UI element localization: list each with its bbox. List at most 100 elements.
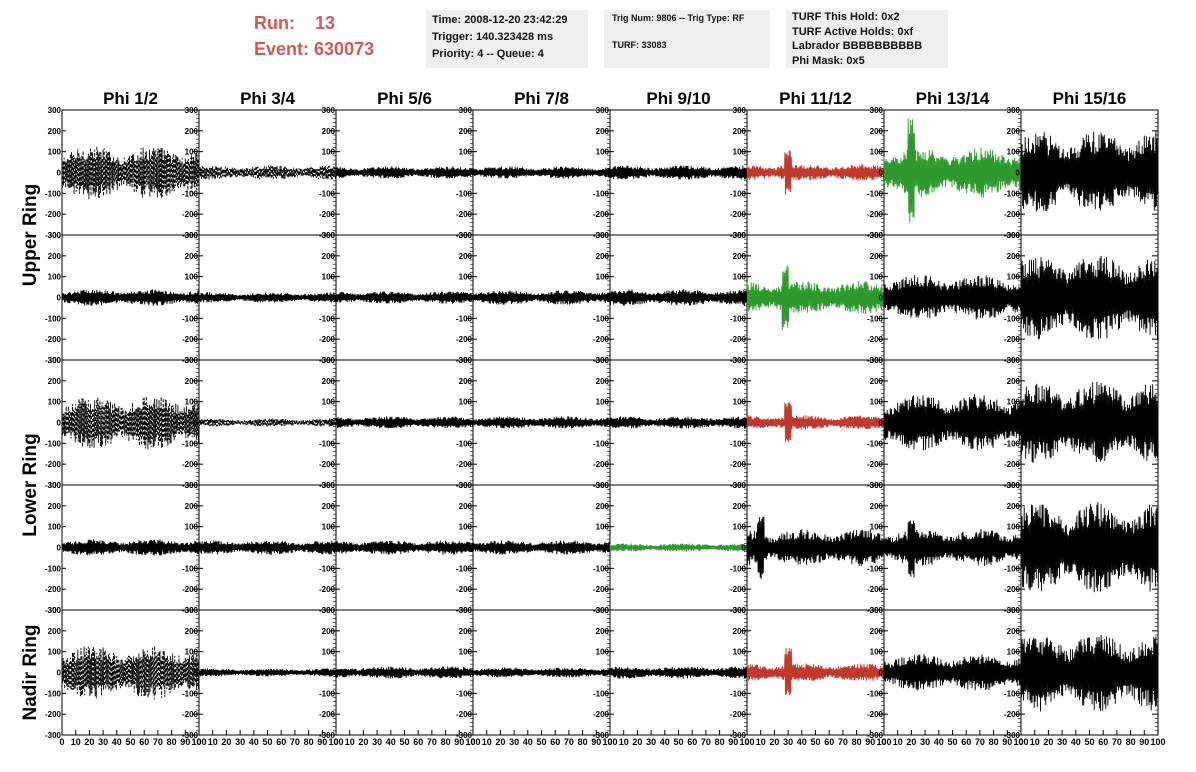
row-title-lower-ring: Lower Ring [20, 433, 41, 536]
column-title-7: Phi 13/14 [916, 89, 990, 108]
y-tick-label: 0 [468, 169, 473, 178]
column-title-2: Phi 3/4 [240, 89, 295, 108]
y-tick-label: 100 [48, 273, 62, 282]
trig-num-text: Trig Num: 9806 -- Trig Type: RF [612, 13, 745, 23]
y-tick-label: -300 [45, 356, 62, 365]
x-tick-label: 40 [112, 737, 122, 747]
y-tick-label: 300 [185, 231, 199, 240]
time-info-box: Time: 2008-12-20 23:42:29 Trigger: 140.3… [426, 10, 588, 68]
y-tick-label: -100 [456, 689, 473, 698]
y-tick-label: 0 [57, 544, 62, 553]
y-tick-label: 300 [596, 481, 610, 490]
y-tick-label: -100 [182, 689, 199, 698]
y-tick-label: 100 [596, 648, 610, 657]
y-tick-label: 0 [57, 169, 62, 178]
y-tick-label: -200 [45, 710, 62, 719]
y-tick-label: 200 [596, 377, 610, 386]
x-tick-label: 70 [1112, 737, 1122, 747]
y-tick-label: 100 [459, 148, 473, 157]
y-tick-label: 300 [1007, 356, 1021, 365]
y-tick-label: 200 [733, 502, 747, 511]
y-tick-label: -100 [867, 314, 884, 323]
y-tick-label: 300 [1007, 481, 1021, 490]
y-tick-label: -100 [456, 439, 473, 448]
waveform-trace [61, 539, 200, 556]
x-tick-label: 30 [646, 737, 656, 747]
y-tick-label: 0 [468, 544, 473, 553]
y-tick-label: -200 [1004, 710, 1021, 719]
x-tick-label: 80 [304, 737, 314, 747]
x-tick-label: 70 [564, 737, 574, 747]
y-tick-label: 200 [185, 127, 199, 136]
y-tick-label: -200 [182, 710, 199, 719]
y-tick-label: 300 [459, 481, 473, 490]
x-tick-label: 0 [470, 737, 475, 747]
column-title-8: Phi 15/16 [1053, 89, 1127, 108]
x-tick-label: 50 [1084, 737, 1094, 747]
y-tick-label: -300 [867, 731, 884, 740]
y-tick-label: 100 [870, 273, 884, 282]
x-tick-label: 100 [465, 737, 480, 747]
y-tick-label: 100 [185, 648, 199, 657]
y-tick-label: 100 [185, 523, 199, 532]
y-tick-label: -100 [319, 564, 336, 573]
y-tick-label: -200 [456, 585, 473, 594]
waveform-trace [746, 647, 885, 696]
y-tick-label: 300 [733, 481, 747, 490]
waveform-trace [746, 150, 885, 195]
y-tick-label: 300 [733, 106, 747, 115]
y-tick-label: -200 [319, 710, 336, 719]
x-tick-label: 70 [153, 737, 163, 747]
waveform-trace [609, 289, 748, 306]
x-tick-label: 30 [235, 737, 245, 747]
y-tick-label: -100 [182, 439, 199, 448]
y-tick-label: 300 [48, 106, 62, 115]
y-tick-label: 0 [1016, 169, 1021, 178]
y-tick-label: 200 [870, 127, 884, 136]
y-tick-label: 0 [331, 669, 336, 678]
y-tick-label: 0 [742, 294, 747, 303]
turf-this-hold-text: TURF This Hold: 0x2 [792, 11, 900, 23]
x-tick-label: 10 [208, 737, 218, 747]
x-tick-label: 80 [441, 737, 451, 747]
waveform-trace [1020, 255, 1159, 340]
y-tick-label: -300 [319, 731, 336, 740]
y-tick-label: -100 [456, 314, 473, 323]
waveform-trace [1020, 502, 1159, 593]
waveform-trace [472, 166, 611, 179]
x-tick-label: 40 [386, 737, 396, 747]
y-tick-label: 200 [48, 252, 62, 261]
y-tick-label: 300 [870, 481, 884, 490]
y-tick-label: -100 [1004, 189, 1021, 198]
y-tick-label: 200 [733, 377, 747, 386]
y-tick-label: 200 [459, 127, 473, 136]
y-tick-label: 200 [322, 252, 336, 261]
x-tick-label: 10 [1030, 737, 1040, 747]
y-tick-label: 0 [742, 669, 747, 678]
y-tick-label: 300 [870, 356, 884, 365]
x-tick-label: 20 [769, 737, 779, 747]
y-tick-label: 0 [194, 419, 199, 428]
y-tick-label: 300 [185, 606, 199, 615]
waveform-trace [1020, 381, 1159, 463]
y-tick-label: 200 [185, 502, 199, 511]
waveform-trace [883, 520, 1022, 578]
x-tick-label: 20 [84, 737, 94, 747]
y-tick-label: -200 [45, 335, 62, 344]
panel-r4-c1: -300 -200 -100 0 100 200 300 [45, 481, 200, 615]
run-value: 13 [315, 13, 336, 33]
y-tick-label: -100 [45, 689, 62, 698]
panel-r1-c1: -300 -200 -100 0 100 200 300 [45, 106, 200, 240]
x-tick-label: 20 [632, 737, 642, 747]
y-tick-label: 0 [605, 169, 610, 178]
x-tick-label: 90 [454, 737, 464, 747]
